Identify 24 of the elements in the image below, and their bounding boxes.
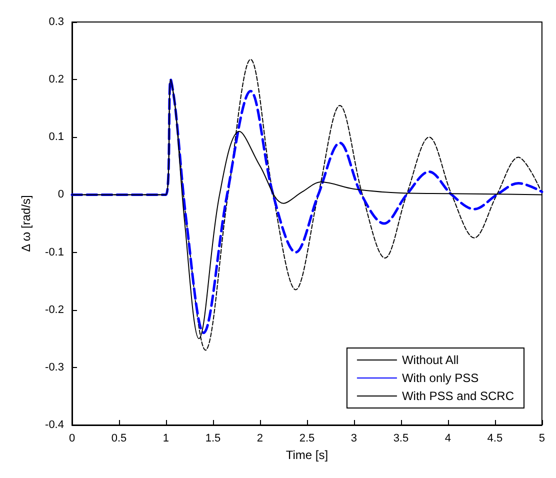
y-tick-label: 0.2 [48,74,64,86]
x-tick-label: 0.5 [111,432,127,444]
x-tick-label: 1.5 [205,432,221,444]
y-tick-label: -0.4 [45,419,64,431]
x-tick-label: 4.5 [487,432,503,444]
x-tick-label: 3.5 [393,432,409,444]
y-tick-label: 0.1 [48,131,64,144]
legend-label: With only PSS [402,371,479,385]
x-tick-label: 5 [538,432,546,444]
y-tick-label: 0 [58,188,64,201]
x-tick-label: 3 [350,432,358,444]
legend-label: Without All [402,353,459,367]
legend-label: With PSS and SCRC [402,389,514,403]
x-tick-label: 2.5 [299,432,315,444]
x-tick-label: 2 [256,432,264,444]
x-axis-title: Time [s] [286,448,328,462]
y-tick-label: 0.3 [48,16,64,28]
y-axis-title: Δ ω [rad/s] [19,195,33,252]
y-tick-label: -0.2 [45,304,64,316]
x-tick-label: 0 [68,432,76,444]
y-tick-label: -0.3 [45,361,64,374]
x-tick-label: 1 [162,432,170,444]
y-tick-label: -0.1 [45,246,64,258]
x-tick-label: 4 [444,432,452,444]
